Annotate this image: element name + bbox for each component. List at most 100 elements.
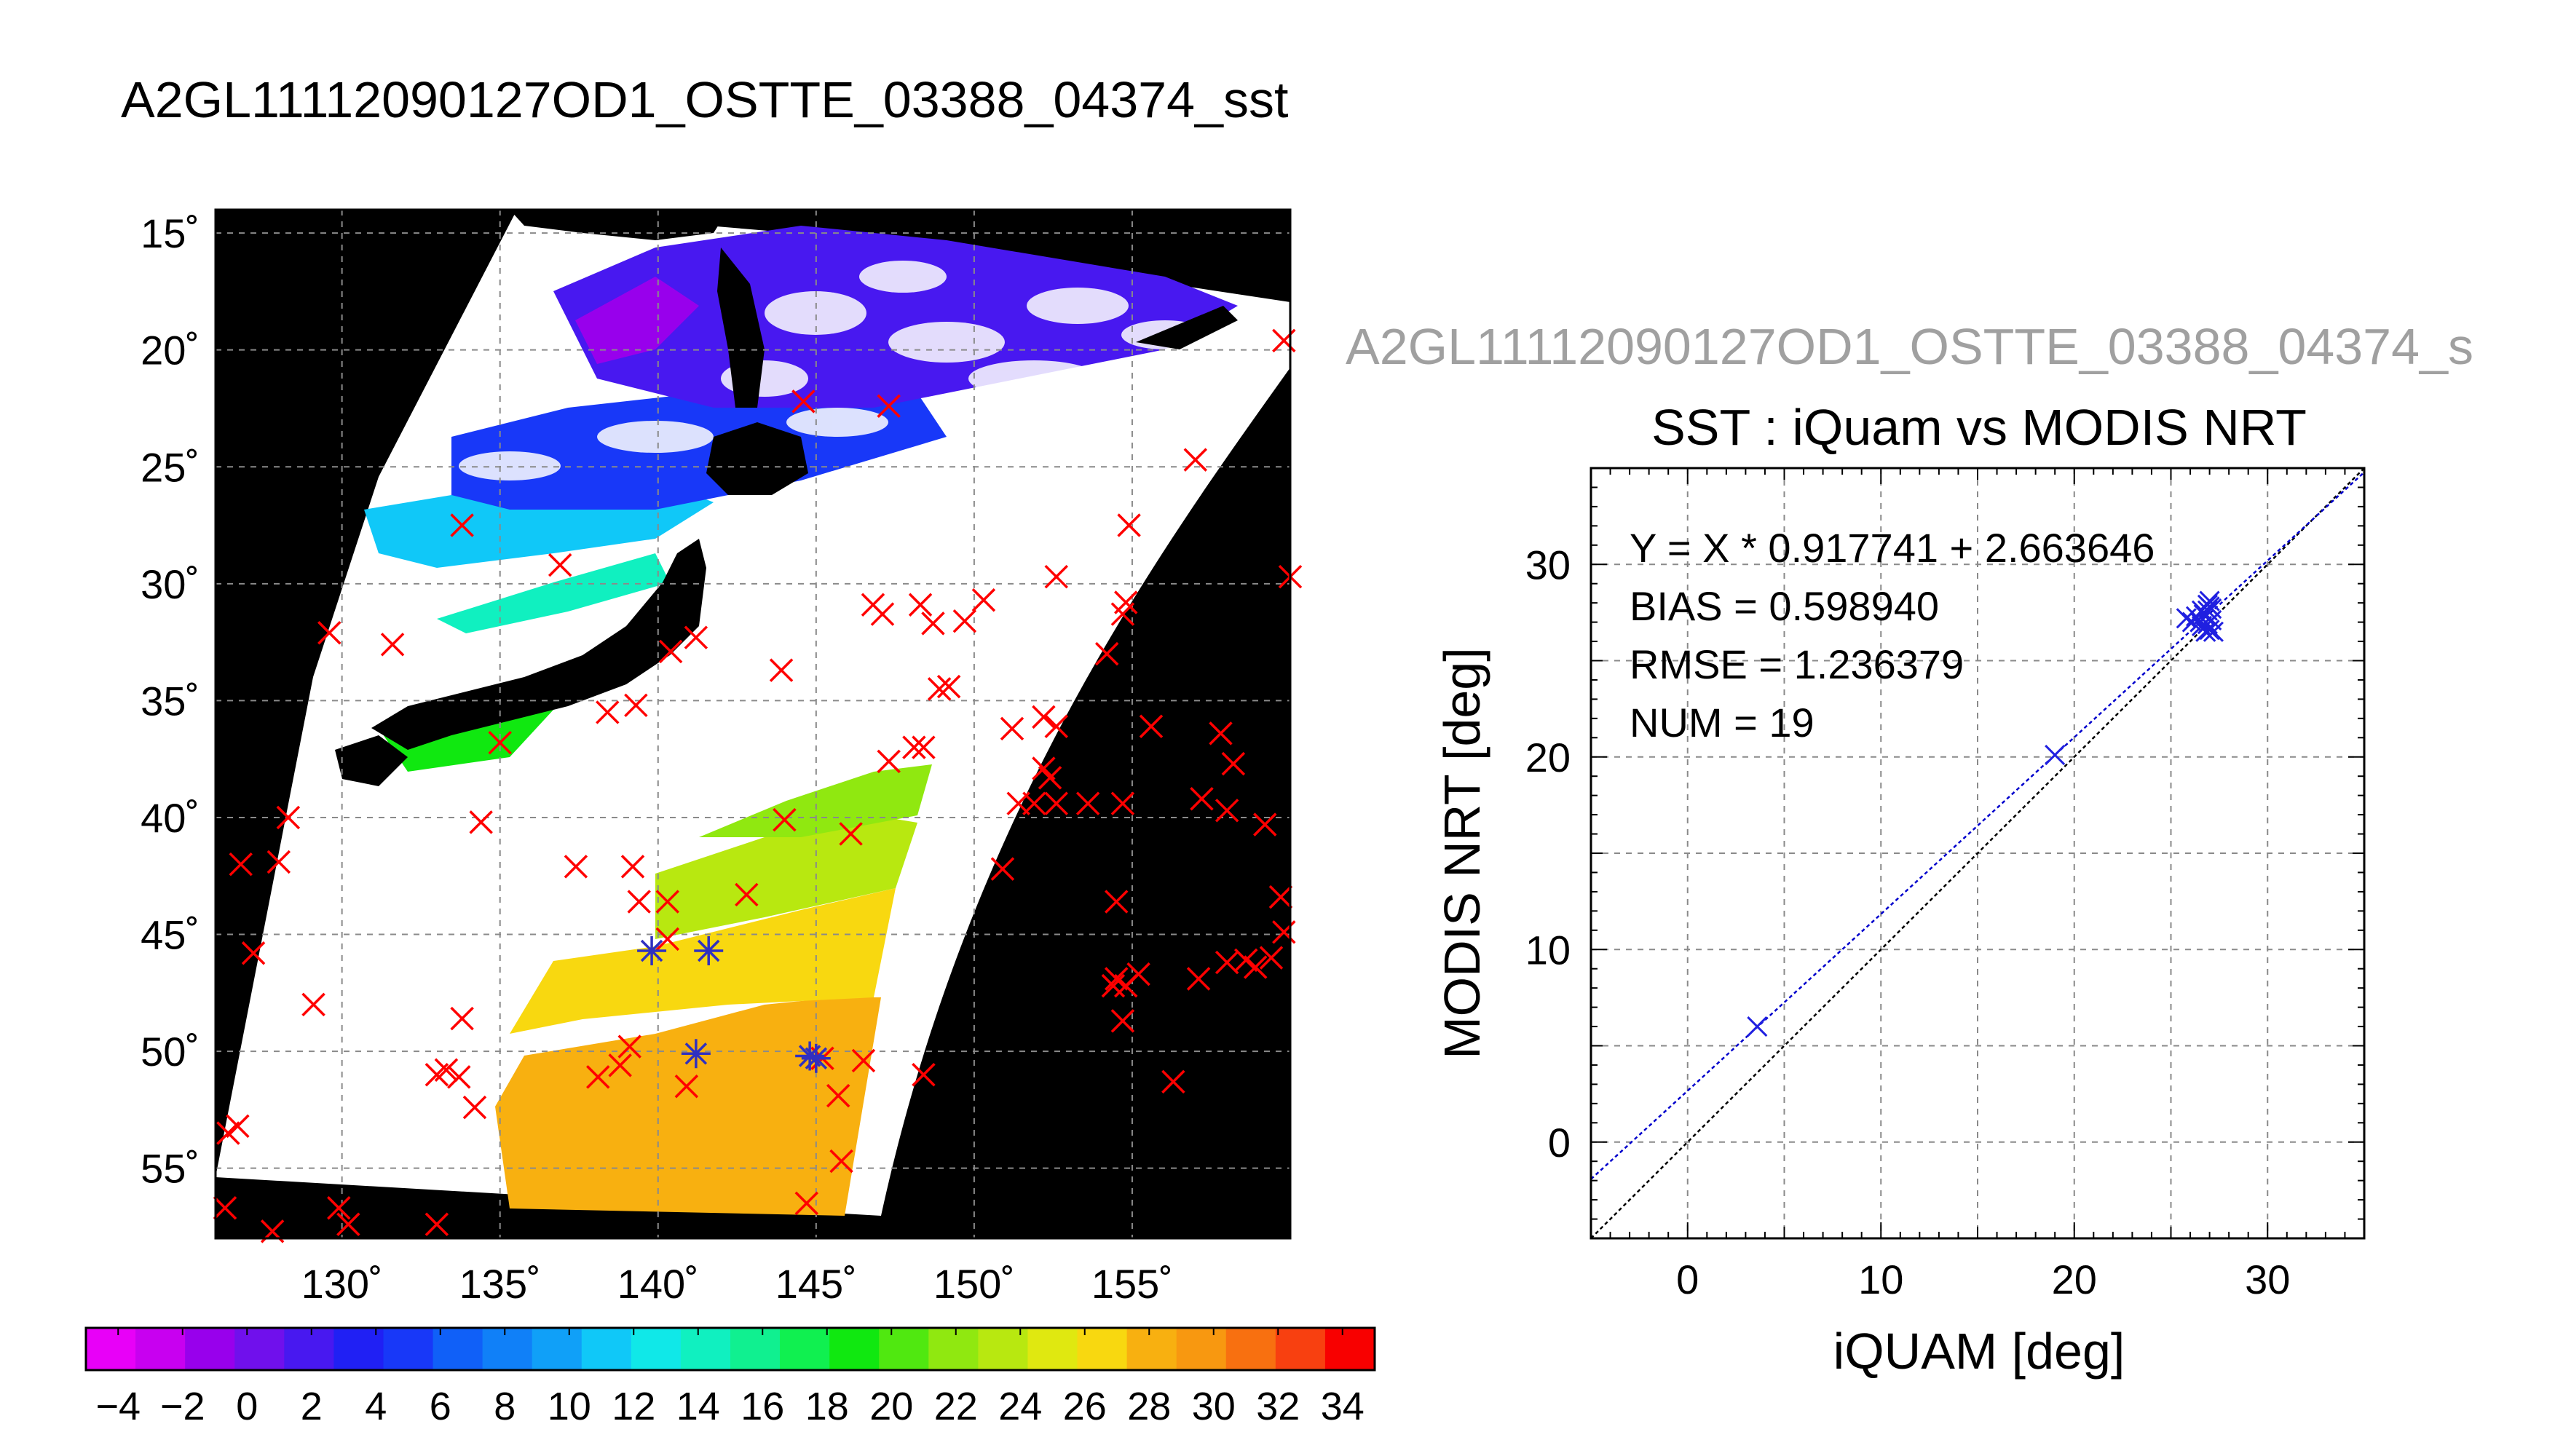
buoy-marker xyxy=(1139,714,1164,738)
colorbar-cells xyxy=(86,1328,1375,1370)
buoy-marker xyxy=(216,1121,240,1145)
buoy-marker xyxy=(658,639,683,664)
buoy-marker xyxy=(877,394,901,418)
y-tick-label-10: 10 xyxy=(1525,927,1571,973)
buoy-marker xyxy=(936,674,961,699)
buoy-marker xyxy=(1244,955,1268,979)
colorbar-cell xyxy=(1126,1328,1177,1370)
colorbar-cell xyxy=(879,1328,929,1370)
scatter-ticks xyxy=(1590,467,2365,1239)
buoy-marker xyxy=(794,1191,819,1216)
colorbar-cell xyxy=(1324,1328,1375,1370)
colorbar-label-2: 0 xyxy=(236,1385,258,1428)
buoy-marker xyxy=(1110,791,1135,815)
colorbar-cell xyxy=(928,1328,979,1370)
colorbar-cell xyxy=(680,1328,731,1370)
colorbar-cell xyxy=(532,1328,583,1370)
matchup-markers xyxy=(637,936,831,1073)
buoy-marker xyxy=(469,810,493,834)
stat-num: NUM = 19 xyxy=(1630,700,1814,745)
colorbar-label-19: 34 xyxy=(1321,1385,1365,1428)
land-kyushu xyxy=(335,735,408,786)
colorbar-label-0: −4 xyxy=(95,1385,141,1428)
land-sakhalin xyxy=(717,248,765,408)
lat-label-45: 25˚ xyxy=(141,444,200,490)
lon-label-155: 155˚ xyxy=(1091,1261,1173,1307)
buoy-marker xyxy=(1259,946,1284,970)
colorbar-label-14: 24 xyxy=(998,1385,1042,1428)
colorbar-cell xyxy=(1077,1328,1128,1370)
scatter-stats: Y = X * 0.917741 + 2.663646 BIAS = 0.598… xyxy=(1630,525,2155,745)
scatter-lines xyxy=(1591,468,2364,1238)
y-tick-label-0: 0 xyxy=(1548,1120,1571,1166)
buoy-marker xyxy=(617,1034,641,1059)
scatter-point xyxy=(2195,621,2216,642)
latitude-labels: 55˚ 50˚ 45˚ 40˚ 35˚ 30˚ 25˚ 20˚ 15˚ xyxy=(141,210,200,1192)
buoy-marker xyxy=(1094,641,1119,666)
buoy-marker xyxy=(927,677,952,701)
colorbar-cell xyxy=(482,1328,533,1370)
buoy-marker xyxy=(1032,705,1056,729)
x-tick-label-20: 20 xyxy=(2052,1257,2097,1302)
colorbar-cell xyxy=(383,1328,434,1370)
buoy-marker xyxy=(1253,812,1277,836)
buoy-marker xyxy=(1209,721,1233,745)
y-tick-label-30: 30 xyxy=(1525,542,1571,587)
identity-line xyxy=(1591,468,2364,1238)
buoy-marker xyxy=(1215,950,1239,975)
scatter-tick-labels: 0 10 20 30 0 10 20 30 xyxy=(1525,542,2291,1302)
buoy-marker xyxy=(952,609,977,633)
buoy-marker xyxy=(1110,1009,1135,1033)
buoy-marker xyxy=(1114,590,1138,614)
stat-bias: BIAS = 0.598940 xyxy=(1630,583,1939,629)
sst-patch-teal xyxy=(437,553,670,633)
buoy-marker xyxy=(1105,890,1129,914)
buoy-marker xyxy=(851,1048,876,1073)
buoy-marker xyxy=(1117,513,1141,537)
buoy-marker xyxy=(1105,967,1129,991)
scatter-line-group xyxy=(1591,468,2364,1238)
buoy-marker xyxy=(791,389,816,414)
land-hokkaido xyxy=(706,422,808,495)
colorbar-cell xyxy=(631,1328,682,1370)
colorbar-label-11: 18 xyxy=(805,1385,849,1428)
colorbar-label-15: 26 xyxy=(1063,1385,1107,1428)
buoy-marker xyxy=(829,1149,853,1174)
buoy-marker xyxy=(586,1065,610,1089)
buoy-marker xyxy=(1044,564,1068,589)
buoy-marker xyxy=(839,822,863,846)
scatter-plot: 0 10 20 30 0 10 20 30 Y = X * 0.917741 + 2.6636… xyxy=(1434,467,2366,1380)
buoy-marker xyxy=(241,941,266,965)
buoy-marker xyxy=(548,553,572,577)
y-tick-label-20: 20 xyxy=(1525,735,1571,780)
lat-label-50: 20˚ xyxy=(141,328,200,373)
colorbar-cell xyxy=(730,1328,781,1370)
buoy-marker xyxy=(773,807,797,832)
buoy-marker xyxy=(596,700,620,724)
scatter-x-label: iQUAM [deg] xyxy=(1833,1323,2125,1380)
scatter-point xyxy=(2203,621,2224,642)
buoy-marker xyxy=(424,1212,449,1236)
x-tick-label-10: 10 xyxy=(1858,1257,1903,1302)
buoy-marker xyxy=(1044,791,1068,815)
buoy-marker xyxy=(380,633,405,657)
colorbar-cell xyxy=(581,1328,632,1370)
buoy-marker xyxy=(769,658,794,682)
colorbar-label-6: 8 xyxy=(494,1385,516,1428)
buoy-markers xyxy=(213,328,1303,1243)
matchup-marker xyxy=(681,1039,711,1069)
buoy-marker xyxy=(1126,962,1150,986)
colorbar-label-13: 22 xyxy=(934,1385,978,1428)
colorbar-label-18: 32 xyxy=(1256,1385,1300,1428)
buoy-marker xyxy=(1038,766,1062,790)
sst-patch-violet xyxy=(575,277,699,364)
buoy-marker xyxy=(902,735,926,759)
buoy-marker xyxy=(627,890,651,914)
land-honshu xyxy=(371,539,706,750)
buoy-marker xyxy=(877,749,901,774)
buoy-marker xyxy=(1190,787,1214,811)
scatter-points xyxy=(1747,590,2224,1037)
buoy-marker xyxy=(826,1083,850,1108)
sst-colorbar: −4 −2 0 2 4 6 8 10 12 14 16 18 20 22 24 26 28 30 32 34 xyxy=(84,1326,1376,1428)
buoy-marker xyxy=(1044,714,1068,738)
